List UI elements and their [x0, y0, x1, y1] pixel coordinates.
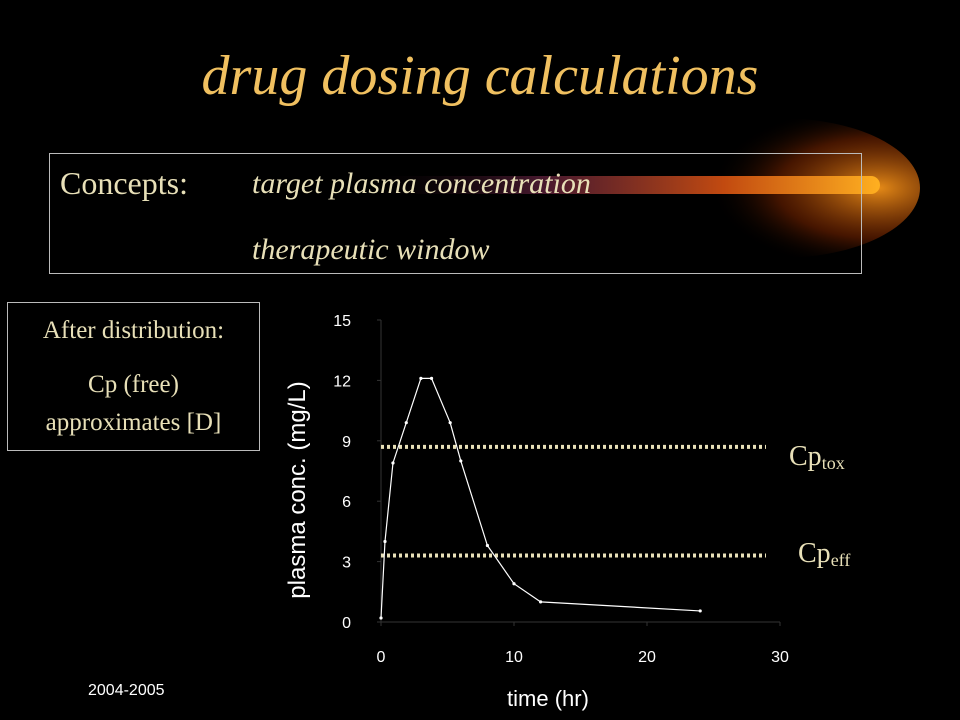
x-tick-label: 30 — [771, 649, 789, 666]
concepts-label: Concepts: — [60, 165, 188, 201]
concept-target-plasma: target plasma concentration — [252, 167, 591, 200]
data-point — [391, 461, 395, 465]
x-tick-label: 10 — [505, 649, 523, 666]
concentration-curve — [380, 377, 701, 619]
x-tick-label: 0 — [377, 649, 386, 666]
concepts-box — [49, 153, 862, 274]
y-tick-label: 6 — [342, 494, 351, 511]
data-point — [429, 376, 434, 380]
data-point — [459, 459, 463, 463]
cp-eff-sub: eff — [830, 550, 851, 570]
y-axis-label: plasma conc. (mg/L) — [284, 381, 311, 599]
footer-year: 2004-2005 — [88, 682, 165, 699]
distribution-line-3: approximates [D] — [45, 409, 222, 436]
distribution-line-2: Cp (free) — [88, 371, 179, 398]
cp-tox-sub: tox — [821, 453, 845, 473]
data-point — [379, 616, 383, 620]
data-point — [448, 421, 452, 425]
data-point — [419, 376, 423, 380]
x-axis-label: time (hr) — [507, 686, 589, 711]
data-point — [539, 600, 543, 604]
x-tick-label: 20 — [638, 649, 656, 666]
data-point — [383, 539, 387, 544]
y-tick-label: 12 — [333, 373, 351, 390]
page-title: drug dosing calculations — [201, 45, 759, 107]
cp-eff-main: Cp — [798, 538, 831, 569]
y-tick-label: 9 — [342, 434, 351, 451]
data-point — [512, 582, 516, 586]
y-tick-label: 0 — [342, 615, 351, 632]
data-point — [698, 609, 702, 613]
cp-tox-main: Cp — [789, 441, 822, 472]
y-tick-label: 3 — [342, 555, 351, 572]
cp-tox-label: Cptox — [789, 441, 845, 473]
distribution-box: After distribution: Cp (free) approximat… — [7, 302, 260, 451]
data-point — [485, 543, 489, 548]
data-point — [404, 421, 408, 425]
cp-eff-label: Cpeff — [798, 538, 850, 570]
concept-therapeutic-window: therapeutic window — [252, 233, 490, 266]
y-tick-label: 15 — [333, 313, 351, 330]
distribution-line-1: After distribution: — [42, 317, 225, 344]
